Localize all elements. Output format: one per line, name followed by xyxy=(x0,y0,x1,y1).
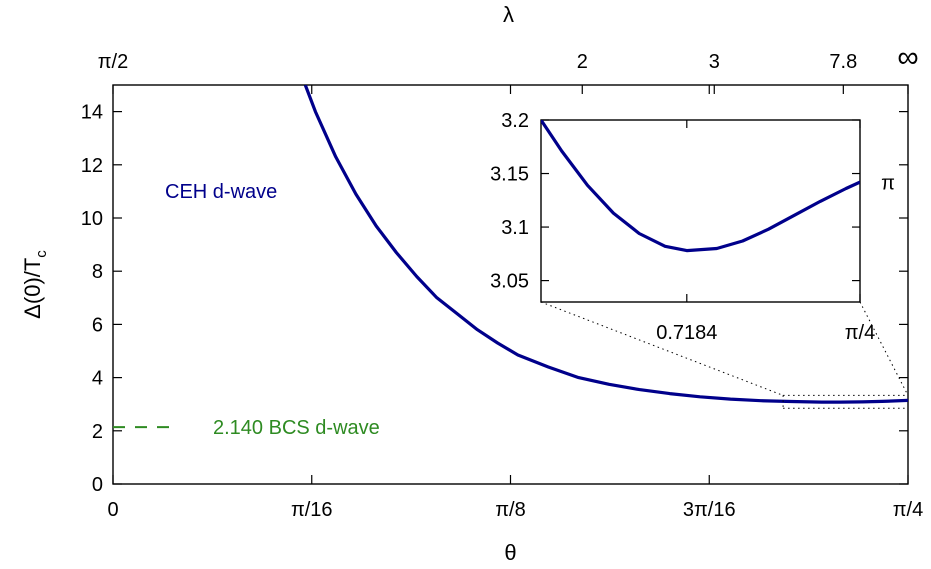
y-tick-label: 6 xyxy=(92,314,103,336)
annotation-bcs: 2.140 BCS d-wave xyxy=(213,417,380,439)
x-tick-label: 0 xyxy=(107,499,118,521)
top-tick-label: ∞ xyxy=(897,41,918,74)
top-tick-label: 7.8 xyxy=(829,51,857,73)
y-tick-label: 10 xyxy=(81,208,103,230)
x-tick-label: π/4 xyxy=(893,499,923,521)
inset-y-tick-label: 3.1 xyxy=(501,217,529,239)
top-tick-label: π/2 xyxy=(98,51,128,73)
x-tick-label: 3π/16 xyxy=(683,499,736,521)
zoom-connector-right xyxy=(859,301,909,396)
inset-x-tick-label: 0.7184 xyxy=(656,322,717,344)
series-ceh-line xyxy=(303,85,908,404)
inset-series-ceh-line xyxy=(541,120,860,253)
top-tick-label: 2 xyxy=(577,51,588,73)
x-tick-label: π/16 xyxy=(291,499,333,521)
y-axis-label: Δ(0)/Tc xyxy=(20,250,50,319)
y-tick-label: 4 xyxy=(92,368,103,390)
x-axis-label: θ xyxy=(504,540,516,565)
annotation-ceh: CEH d-wave xyxy=(165,181,277,203)
y-tick-label: 12 xyxy=(81,155,103,177)
inset-right-tick-label: π xyxy=(881,173,895,195)
x-tick-label: π/8 xyxy=(495,499,525,521)
top-axis-label: λ xyxy=(503,2,514,27)
inset-frame xyxy=(540,119,861,303)
y-tick-label: 0 xyxy=(92,474,103,496)
y-tick-label: 14 xyxy=(81,102,103,124)
inset-y-tick-label: 3.2 xyxy=(501,110,529,132)
top-tick-label: 3 xyxy=(709,51,720,73)
y-tick-label: 2 xyxy=(92,421,103,443)
inset-x-tick-label: π/4 xyxy=(845,322,875,344)
y-tick-label: 8 xyxy=(92,261,103,283)
inset-y-tick-label: 3.15 xyxy=(490,164,529,186)
zoom-connector-left xyxy=(540,301,784,396)
inset-y-tick-label: 3.05 xyxy=(490,271,529,293)
